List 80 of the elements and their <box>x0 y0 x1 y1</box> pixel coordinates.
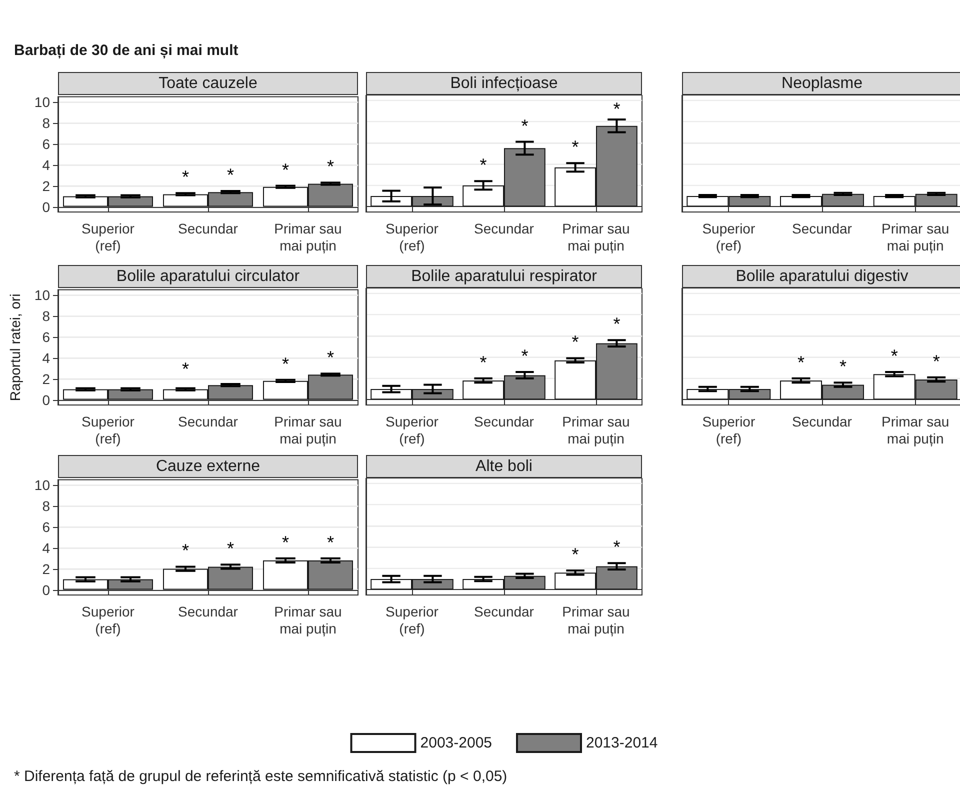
y-tick-label: 4 <box>42 156 50 173</box>
annotation: * <box>932 351 940 372</box>
annotation: * <box>839 356 847 377</box>
x-tick-label: Secundar <box>792 414 852 430</box>
chart-title: Neoplasme <box>682 72 960 95</box>
x-tick-label: Primar sau mai puțin <box>274 414 342 446</box>
x-tick-label: Secundar <box>474 414 534 430</box>
annotation: * <box>521 116 528 136</box>
text: * Diferența față de grupul de referință este semnificativă statistic (p < 0,05) <box>14 768 508 785</box>
annotation: * <box>182 359 190 380</box>
x-tick-label: Primar sau mai puțin <box>274 220 342 254</box>
y-tick-label: 6 <box>42 328 50 345</box>
chart-title: Bolile aparatului respirator <box>366 265 642 288</box>
x-tick-label: Primar sau mai puțin <box>562 604 630 636</box>
x-tick-label: Primar sau mai puțin <box>562 414 630 446</box>
x-tick-label: Superior (ref) <box>82 604 135 636</box>
annotation: * <box>521 346 528 366</box>
annotation: * <box>226 165 234 186</box>
legend-label: 2003-2005 <box>420 734 492 752</box>
x-tick-label: Secundar <box>474 604 534 620</box>
x-tick-label: Secundar <box>178 220 238 236</box>
y-tick-label: 4 <box>42 350 50 366</box>
x-tick-label: Secundar <box>792 220 852 236</box>
y-tick-label: 4 <box>42 540 50 556</box>
x-tick-label: Secundar <box>178 604 238 620</box>
annotation: * <box>480 352 487 372</box>
x-tick-label: Superior (ref) <box>386 220 439 254</box>
annotation: * <box>572 544 579 565</box>
y-tick-label: 0 <box>42 392 50 408</box>
y-tick-label: 2 <box>42 370 50 387</box>
chart-title: Toate cauzele <box>58 72 358 95</box>
x-tick-label: Superior (ref) <box>702 414 756 446</box>
y-tick-label: 2 <box>42 178 50 194</box>
annotation: * <box>613 99 620 119</box>
y-tick-label: 0 <box>42 582 50 598</box>
chart-title: Bolile aparatului digestiv <box>682 265 960 288</box>
x-tick-label: Primar sau mai puțin <box>881 414 950 446</box>
annotation: * <box>182 540 190 561</box>
x-tick-label: Secundar <box>474 220 534 236</box>
chart-title: Boli infecțioase <box>366 72 642 95</box>
annotation: * <box>326 156 334 177</box>
x-tick-label: Superior (ref) <box>386 414 439 446</box>
x-tick-label: Primar sau mai puțin <box>881 220 950 254</box>
text: Barbați de 30 de ani și mai mult <box>14 42 238 59</box>
y-tick-label: 6 <box>42 518 50 535</box>
annotation: * <box>326 532 334 552</box>
x-tick-label: Superior (ref) <box>82 414 135 446</box>
annotation: * <box>613 537 620 558</box>
legend-label: 2013-2014 <box>586 734 658 752</box>
annotation: * <box>282 160 290 180</box>
x-tick-label: Primar sau mai puțin <box>562 220 630 254</box>
chart-title: Alte boli <box>366 455 642 478</box>
y-tick-label: 10 <box>34 287 50 303</box>
annotation: * <box>326 348 334 368</box>
annotation: * <box>572 332 579 352</box>
x-tick-label: Superior (ref) <box>702 220 756 254</box>
annotation: * <box>226 538 234 559</box>
y-tick-label: 8 <box>42 308 50 324</box>
x-tick-label: Superior (ref) <box>82 220 135 254</box>
y-tick-label: 10 <box>34 477 50 493</box>
annotation: * <box>797 352 805 372</box>
y-tick-label: 2 <box>42 560 50 577</box>
y-tick-label: 0 <box>42 198 50 215</box>
y-axis-title: Raportul ratei, ori <box>7 294 23 402</box>
annotation: * <box>890 346 898 366</box>
chart-title: Cauze externe <box>58 455 358 478</box>
y-tick-label: 8 <box>42 498 50 514</box>
chart-title: Bolile aparatului circulator <box>58 265 358 288</box>
y-tick-label: 6 <box>42 136 50 152</box>
x-tick-label: Secundar <box>178 414 238 430</box>
y-tick-label: 8 <box>42 114 50 131</box>
x-tick-label: Superior (ref) <box>386 604 439 636</box>
x-tick-label: Primar sau mai puțin <box>274 604 342 636</box>
annotation: * <box>572 137 579 158</box>
annotation: * <box>182 167 190 188</box>
annotation: * <box>480 155 487 176</box>
y-tick-label: 10 <box>34 94 50 110</box>
annotation: * <box>282 354 290 374</box>
annotation: * <box>613 314 620 334</box>
annotation: * <box>282 532 290 552</box>
